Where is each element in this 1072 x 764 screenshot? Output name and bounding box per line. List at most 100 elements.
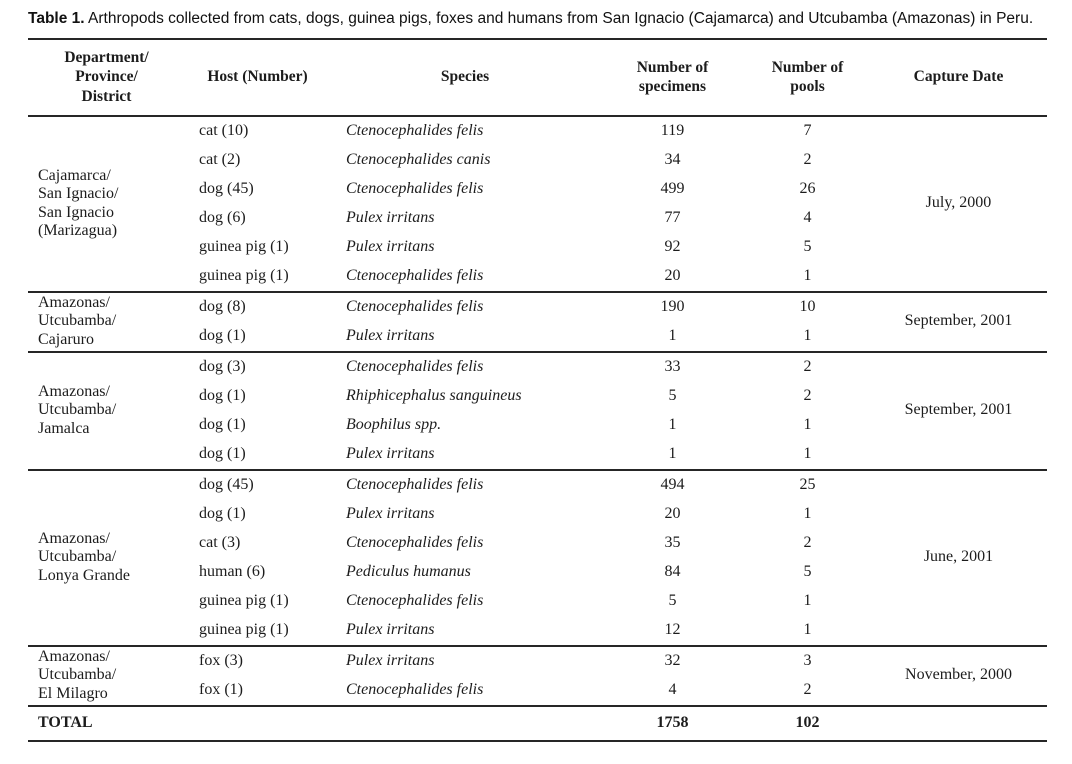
species-cell: Pulex irritans [346, 237, 435, 255]
table-row: fox (1) Ctenocephalides felis 4 2 [28, 676, 1047, 706]
specimens-cell: 34 [664, 150, 681, 168]
total-empty-host-cell [185, 704, 330, 742]
host-cell: dog (45) [199, 179, 254, 197]
species-cell: Pulex irritans [346, 504, 435, 522]
host-cell: human (6) [199, 562, 266, 580]
table-caption-label: Table 1. [28, 10, 85, 27]
host-cell: guinea pig (1) [199, 620, 289, 638]
table-row: cat (3) Ctenocephalides felis 35 2 [28, 529, 1047, 558]
species-cell: Boophilus spp. [346, 415, 442, 433]
specimens-cell: 77 [664, 208, 681, 226]
table-row: dog (1) Pulex irritans 1 1 [28, 322, 1047, 352]
specimens-cell: 499 [660, 179, 685, 197]
host-cell: fox (1) [199, 680, 243, 698]
host-cell: dog (8) [185, 290, 330, 322]
pools-cell: 2 [803, 680, 812, 698]
pools-cell: 7 [745, 114, 870, 146]
host-cell: dog (6) [199, 208, 246, 226]
total-row: TOTAL 1758 102 [28, 704, 1047, 742]
specimens-cell: 84 [664, 562, 681, 580]
species-cell: Ctenocephalides felis [330, 114, 600, 146]
specimens-cell: 1 [668, 444, 677, 462]
species-cell: Pediculus humanus [346, 562, 471, 580]
table-row: Amazonas/ Utcubamba/ Lonya Grande dog (4… [28, 468, 1047, 646]
species-cell: Ctenocephalides felis [346, 266, 484, 284]
specimens-cell: 119 [600, 114, 745, 146]
table-caption: Table 1. Arthropods collected from cats,… [28, 10, 1047, 29]
specimens-cell: 20 [664, 504, 681, 522]
table-row: dog (45) Ctenocephalides felis 499 26 [28, 175, 1047, 204]
pools-cell: 1 [803, 591, 812, 609]
table-row: Cajamarca/ San Ignacio/ San Ignacio (Mar… [28, 114, 1047, 292]
pools-cell: 25 [745, 468, 870, 500]
table-row: guinea pig (1) Pulex irritans 92 5 [28, 233, 1047, 262]
total-label-cell: TOTAL [28, 704, 185, 742]
pools-cell: 1 [803, 444, 812, 462]
specimens-cell: 20 [664, 266, 681, 284]
table-row: Amazonas/ Utcubamba/ El Milagro fox (3) … [28, 644, 1047, 706]
department-cell: Amazonas/ Utcubamba/ Lonya Grande [28, 468, 185, 646]
department-cell: Amazonas/ Utcubamba/ Jamalca [28, 350, 185, 470]
host-cell: dog (1) [199, 504, 246, 522]
host-cell: guinea pig (1) [199, 237, 289, 255]
table-row: guinea pig (1) Pulex irritans 12 1 [28, 616, 1047, 646]
col-header-specimens: Number of specimens [600, 37, 745, 117]
species-cell: Ctenocephalides felis [346, 680, 484, 698]
species-cell: Ctenocephalides felis [346, 591, 484, 609]
species-cell: Pulex irritans [346, 620, 435, 638]
pools-cell: 4 [803, 208, 812, 226]
col-header-species: Species [330, 37, 600, 117]
total-empty-species-cell [330, 704, 600, 742]
species-cell: Ctenocephalides felis [346, 533, 484, 551]
specimens-cell: 494 [600, 468, 745, 500]
capture-date-cell: July, 2000 [870, 114, 1047, 292]
species-cell: Ctenocephalides felis [330, 290, 600, 322]
department-cell: Amazonas/ Utcubamba/ El Milagro [28, 644, 185, 706]
capture-date-cell: September, 2001 [870, 350, 1047, 470]
header-row: Department/ Province/ District Host (Num… [28, 37, 1047, 117]
table-caption-text: Arthropods collected from cats, dogs, gu… [84, 10, 1034, 27]
species-cell: Pulex irritans [346, 444, 435, 462]
pools-cell: 10 [745, 290, 870, 322]
pools-cell: 3 [745, 644, 870, 676]
total-empty-date-cell [870, 704, 1047, 742]
host-cell: dog (1) [199, 386, 246, 404]
pools-cell: 5 [803, 562, 812, 580]
pools-cell: 1 [803, 504, 812, 522]
table-row: human (6) Pediculus humanus 84 5 [28, 558, 1047, 587]
host-cell: dog (1) [199, 444, 246, 462]
department-cell: Cajamarca/ San Ignacio/ San Ignacio (Mar… [28, 114, 185, 292]
specimens-cell: 32 [600, 644, 745, 676]
pools-cell: 2 [803, 150, 812, 168]
capture-date-cell: June, 2001 [870, 468, 1047, 646]
species-cell: Pulex irritans [330, 644, 600, 676]
species-cell: Ctenocephalides felis [330, 350, 600, 382]
specimens-cell: 33 [600, 350, 745, 382]
species-cell: Pulex irritans [346, 208, 435, 226]
table-row: Amazonas/ Utcubamba/ Jamalca dog (3) Cte… [28, 350, 1047, 470]
host-cell: dog (1) [199, 326, 246, 344]
col-header-pools: Number of pools [745, 37, 870, 117]
species-cell: Ctenocephalides felis [330, 468, 600, 500]
table-row: dog (1) Pulex irritans 1 1 [28, 440, 1047, 470]
host-cell: guinea pig (1) [199, 591, 289, 609]
specimens-cell: 92 [664, 237, 681, 255]
specimens-cell: 1 [668, 415, 677, 433]
table-row: guinea pig (1) Ctenocephalides felis 5 1 [28, 587, 1047, 616]
pools-cell: 2 [745, 350, 870, 382]
pools-cell: 26 [799, 179, 816, 197]
specimens-cell: 190 [600, 290, 745, 322]
specimens-cell: 1 [668, 326, 677, 344]
pools-cell: 1 [803, 326, 812, 344]
host-cell: dog (1) [199, 415, 246, 433]
species-cell: Rhiphicephalus sanguineus [346, 386, 522, 404]
pools-cell: 1 [803, 620, 812, 638]
table-row: dog (1) Rhiphicephalus sanguineus 5 2 [28, 382, 1047, 411]
host-cell: fox (3) [185, 644, 330, 676]
table-row: dog (1) Boophilus spp. 1 1 [28, 411, 1047, 440]
col-header-host: Host (Number) [185, 37, 330, 117]
host-cell: dog (45) [185, 468, 330, 500]
page: Table 1. Arthropods collected from cats,… [28, 10, 1047, 742]
host-cell: cat (3) [199, 533, 241, 551]
species-cell: Ctenocephalides felis [346, 179, 484, 197]
